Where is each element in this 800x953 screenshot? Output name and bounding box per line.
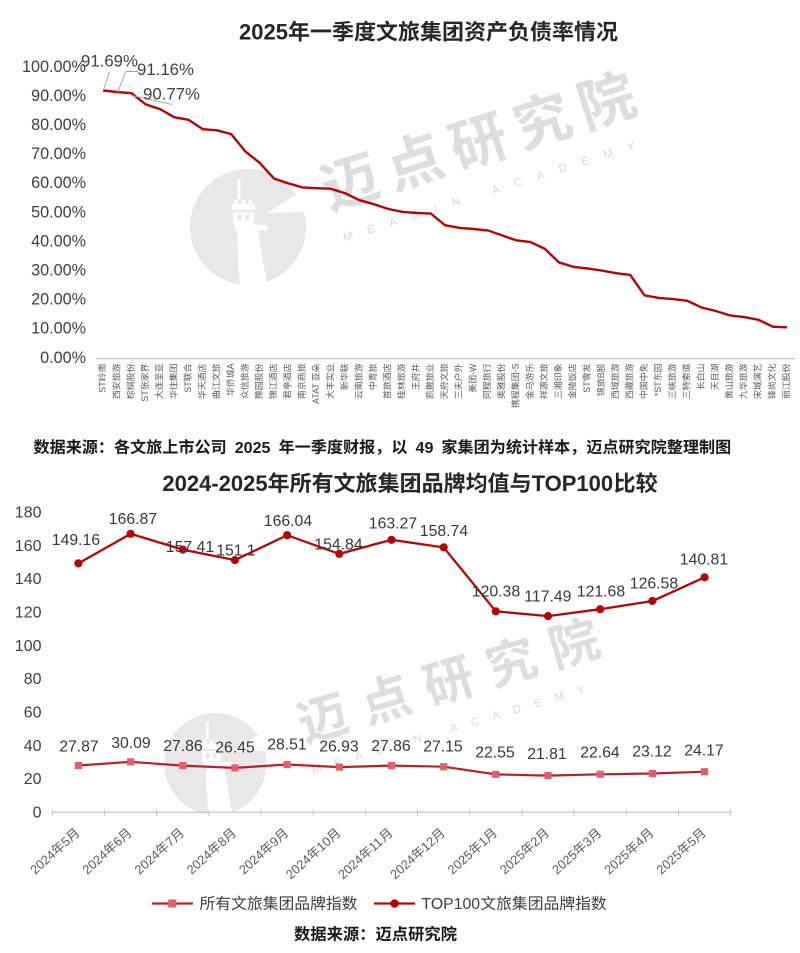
svg-text:27.87: 27.87: [59, 739, 99, 756]
svg-text:27.15: 27.15: [423, 739, 463, 756]
svg-text:26.45: 26.45: [215, 740, 255, 757]
svg-text:90.77%: 90.77%: [143, 85, 200, 104]
svg-text:30.09: 30.09: [111, 735, 151, 752]
svg-text:49: 49: [416, 439, 434, 457]
svg-text:-W: -W: [468, 363, 478, 375]
svg-text:22.55: 22.55: [475, 745, 515, 762]
svg-text:2024-2025: 2024-2025: [162, 471, 267, 496]
svg-text:163.27: 163.27: [369, 516, 417, 533]
svg-text:120.38: 120.38: [472, 584, 521, 601]
svg-text:ST: ST: [97, 381, 107, 393]
svg-text:166.04: 166.04: [264, 513, 313, 530]
svg-text:151.1: 151.1: [216, 543, 256, 560]
svg-text:149.16: 149.16: [52, 532, 101, 549]
svg-text:A: A: [226, 363, 236, 369]
svg-text:0.00%: 0.00%: [40, 349, 86, 367]
svg-text:2025: 2025: [239, 20, 288, 45]
svg-text:126.58: 126.58: [630, 576, 679, 593]
svg-text:100.00%: 100.00%: [22, 58, 86, 76]
svg-text:21.81: 21.81: [527, 746, 567, 763]
svg-text:ST: ST: [183, 381, 193, 393]
svg-text:23.12: 23.12: [632, 744, 672, 761]
svg-text:40: 40: [24, 738, 42, 755]
svg-text:20.00%: 20.00%: [31, 291, 86, 309]
svg-text:27.86: 27.86: [371, 738, 411, 755]
svg-text:-S: -S: [511, 363, 521, 372]
svg-text:ST: ST: [582, 381, 592, 393]
svg-text:91.16%: 91.16%: [137, 60, 194, 79]
svg-text:121.68: 121.68: [577, 584, 626, 601]
svg-text:ATAT: ATAT: [311, 383, 321, 404]
svg-text:ST: ST: [140, 390, 150, 402]
svg-text:26.93: 26.93: [319, 739, 359, 756]
svg-text:70.00%: 70.00%: [31, 145, 86, 163]
svg-text:117.49: 117.49: [524, 589, 571, 606]
svg-text:60.00%: 60.00%: [31, 174, 86, 192]
svg-text:157.41: 157.41: [166, 539, 215, 556]
svg-text:120: 120: [15, 605, 42, 622]
svg-text:40.00%: 40.00%: [31, 232, 86, 250]
svg-text:80: 80: [24, 671, 42, 688]
svg-text:140: 140: [15, 571, 42, 588]
svg-text:TOP100: TOP100: [422, 896, 481, 913]
svg-text:158.74: 158.74: [420, 523, 469, 540]
svg-text:166.87: 166.87: [109, 511, 157, 528]
svg-text:*ST: *ST: [653, 381, 663, 396]
svg-text:2025: 2025: [235, 439, 271, 457]
svg-text:B: B: [596, 372, 606, 378]
svg-text:20: 20: [24, 771, 42, 788]
svg-text:10.00%: 10.00%: [31, 320, 86, 338]
svg-text:80.00%: 80.00%: [31, 116, 86, 134]
svg-text:140.81: 140.81: [680, 552, 729, 569]
svg-text:0: 0: [33, 805, 42, 822]
svg-text:160: 160: [15, 538, 42, 555]
svg-text:30.00%: 30.00%: [31, 262, 86, 280]
svg-text:154.84: 154.84: [314, 537, 363, 554]
svg-text:60: 60: [24, 705, 42, 722]
svg-text:50.00%: 50.00%: [31, 203, 86, 221]
svg-text:90.00%: 90.00%: [31, 87, 86, 105]
svg-text:27.86: 27.86: [163, 738, 203, 755]
svg-text:100: 100: [15, 638, 42, 655]
svg-text:24.17: 24.17: [684, 743, 724, 760]
svg-text:180: 180: [15, 504, 42, 521]
svg-text:28.51: 28.51: [267, 737, 307, 754]
svg-text:91.69%: 91.69%: [81, 52, 138, 71]
svg-text:22.64: 22.64: [580, 745, 620, 762]
svg-text:TOP100: TOP100: [532, 471, 614, 496]
